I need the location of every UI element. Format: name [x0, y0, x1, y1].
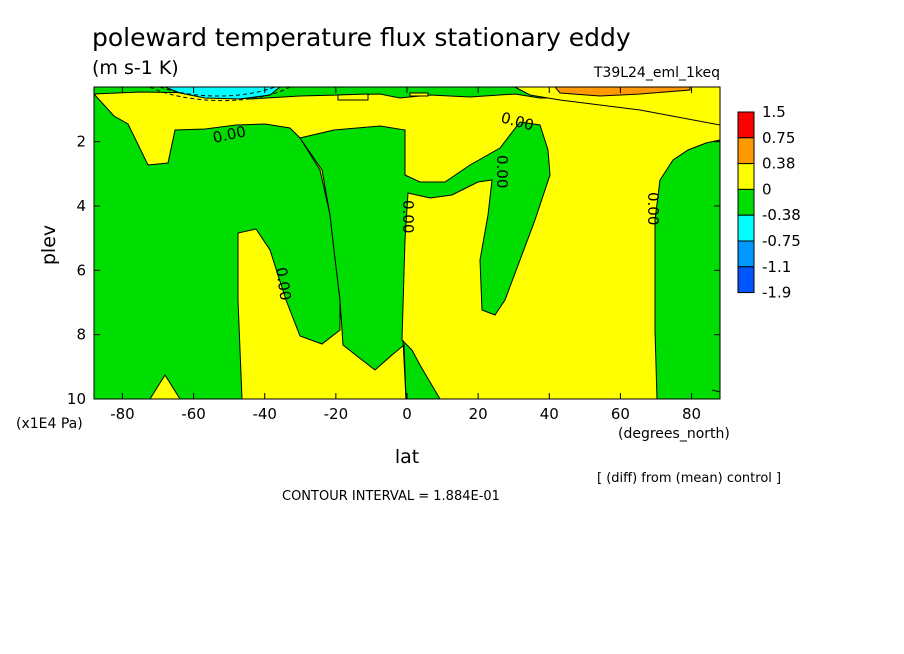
x-tick-label: -20 [324, 405, 349, 423]
y-axis-units: (x1E4 Pa) [16, 416, 83, 432]
negative-region-central [299, 121, 551, 399]
contour-label-3: 0.00 [399, 200, 417, 233]
color-legend: 1.5 0.75 0.38 0 -0.38 -0.75 -1.1 -1.9 [737, 103, 801, 302]
legend-swatch [737, 137, 755, 165]
y-tick-label: 4 [76, 197, 86, 215]
y-tick-label: 8 [76, 326, 86, 344]
legend-level-label: -1.1 [762, 258, 791, 276]
x-tick-label: -80 [110, 405, 135, 423]
x-tick-label: 60 [611, 405, 630, 423]
legend-swatch [737, 111, 755, 139]
chart-units: (m s-1 K) [92, 57, 179, 79]
y-axis-label: plev [38, 225, 60, 265]
contour-labels: 0.00 0.00 0.00 0.00 0.00 0.00 [211, 108, 662, 301]
dashed-contour-top-left [149, 87, 291, 102]
x-tick-label: 0 [402, 405, 412, 423]
x-tick-label: -60 [181, 405, 206, 423]
legend-level-label: 0 [762, 180, 772, 198]
legend-swatch [737, 188, 755, 216]
legend-swatch [737, 214, 755, 242]
contour-label-4: 0.00 [493, 155, 511, 188]
run-label: T39L24_eml_1keq [593, 65, 720, 81]
positive-region-top-right [514, 87, 720, 126]
legend-level-label: -1.9 [762, 284, 791, 302]
x-axis-label: lat [395, 446, 419, 468]
legend-swatch [737, 163, 755, 190]
legend-level-label: 0.75 [762, 129, 795, 147]
axis-ticks: -80 -60 -40 -20 0 20 40 60 80 2 4 6 8 10 [67, 87, 720, 423]
contour-interval: CONTOUR INTERVAL = 1.884E-01 [282, 489, 500, 504]
dashed-contour-top-left-inner [159, 87, 276, 97]
orange-region-top-right [554, 87, 691, 97]
legend-level-label: 0.38 [762, 155, 795, 173]
legend-level-label: -0.75 [762, 232, 801, 250]
y-tick-label: 10 [67, 390, 86, 408]
legend-swatch [737, 240, 755, 268]
footer-note: [ (diff) from (mean) control ] [597, 471, 781, 486]
contour-label-6: 0.00 [644, 192, 662, 225]
legend-level-label: -0.38 [762, 206, 801, 224]
contour-label-2: 0.00 [272, 266, 294, 302]
plot-area [94, 87, 720, 399]
chart-title: poleward temperature flux stationary edd… [92, 23, 631, 52]
y-tick-label: 6 [76, 261, 86, 279]
zero-contour-east-edge [711, 389, 720, 393]
x-tick-label: 20 [469, 405, 488, 423]
x-tick-label: 40 [540, 405, 559, 423]
zero-contour-equator [402, 339, 407, 399]
x-tick-label: -40 [252, 405, 277, 423]
x-axis-units: (degrees_north) [618, 426, 730, 442]
positive-spot-mid [409, 92, 429, 97]
y-tick-label: 2 [76, 133, 86, 151]
legend-swatch [737, 266, 755, 294]
negative-region-right [654, 139, 720, 399]
positive-spot-upper [337, 93, 369, 101]
x-tick-label: 80 [682, 405, 701, 423]
legend-level-label: 1.5 [762, 103, 786, 121]
